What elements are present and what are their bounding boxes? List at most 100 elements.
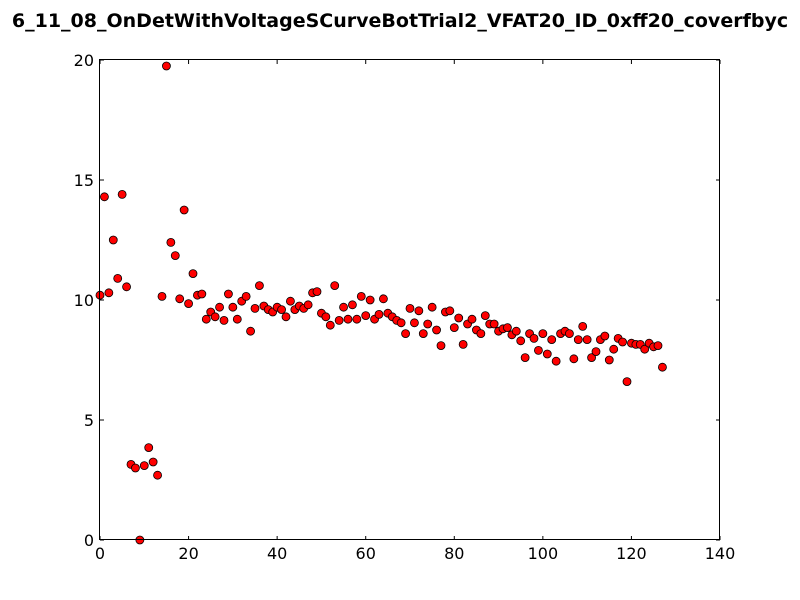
data-point [157,291,167,301]
plot-area-frame [99,59,720,540]
data-point [578,321,588,331]
data-point [113,273,123,283]
data-point [241,291,251,301]
data-point [117,189,127,199]
data-point [458,339,468,349]
data-point [604,355,614,365]
data-point [591,347,601,357]
data-point [224,289,233,299]
data-point [179,205,189,215]
data-point [139,461,149,471]
data-point [162,61,171,71]
data-point [551,356,561,366]
data-point [622,377,632,387]
data-point [573,335,583,345]
x-tick-label: 120 [616,544,647,563]
data-point [166,237,176,247]
data-point [423,319,433,329]
chart-title-text: 6_11_08_OnDetWithVoltageSCurveBotTrial2_… [11,10,789,32]
data-point [356,291,366,301]
data-point [480,311,490,321]
data-point [277,305,286,315]
x-tick-label: 60 [356,544,376,563]
data-point [600,331,610,341]
data-point [449,323,459,333]
data-point [565,329,574,339]
y-tick-label: 0 [84,531,94,550]
data-point [547,335,557,345]
data-point [339,302,348,312]
data-point [432,325,441,335]
data-point [379,294,388,304]
data-point [587,353,596,363]
data-point [361,311,371,321]
data-point [489,319,499,329]
data-point [321,312,331,322]
data-point [365,295,375,305]
points-layer [95,61,667,545]
data-point [405,303,415,313]
data-point [396,318,406,328]
data-point [445,306,455,316]
data-point [609,344,619,354]
data-point [175,294,185,304]
data-point [511,326,521,336]
x-tick-label: 80 [444,544,464,563]
y-tick-label: 10 [74,291,94,310]
data-point [653,341,663,351]
data-point [454,313,464,323]
data-point [184,299,193,309]
data-point [582,335,592,345]
data-point [108,235,118,245]
data-point [640,344,650,354]
data-point [148,457,158,467]
x-tick-label: 20 [178,544,198,563]
data-point [131,463,140,473]
data-point [658,362,667,372]
data-point [436,341,446,351]
data-point [312,287,322,297]
x-tick-label: 140 [705,544,736,563]
data-point [228,302,238,312]
data-point [410,318,419,328]
data-point [569,354,579,364]
data-point [122,282,131,292]
data-point [529,333,539,343]
x-tick-label: 0 [95,544,105,563]
data-point [201,314,211,324]
data-point [246,326,255,336]
data-point [427,302,437,312]
y-tick-label: 15 [74,171,94,190]
data-point [232,314,242,324]
data-point [170,251,180,261]
x-axis: 0 20 40 60 80 100 120 140 [95,60,735,563]
data-point [348,300,357,310]
y-tick-label: 20 [74,51,94,70]
data-point [286,296,295,306]
data-point [330,281,340,291]
data-point [503,323,512,333]
data-point [303,300,313,310]
data-point [325,320,335,330]
data-point [153,470,162,480]
y-axis: 0 5 10 15 20 [74,51,720,550]
data-point [215,302,224,312]
data-point [418,329,428,339]
data-point [542,349,552,359]
data-point [467,314,477,324]
data-point [476,329,486,339]
data-point [281,312,291,322]
data-point [334,315,344,325]
data-point [618,337,627,347]
data-point [414,306,424,316]
data-point [197,289,207,299]
x-tick-label: 100 [528,544,559,563]
data-point [516,336,526,346]
y-tick-label: 5 [84,411,94,430]
data-point [188,269,198,279]
data-point [210,312,220,322]
data-point [538,329,548,339]
data-point [343,314,353,324]
data-point [100,192,109,202]
